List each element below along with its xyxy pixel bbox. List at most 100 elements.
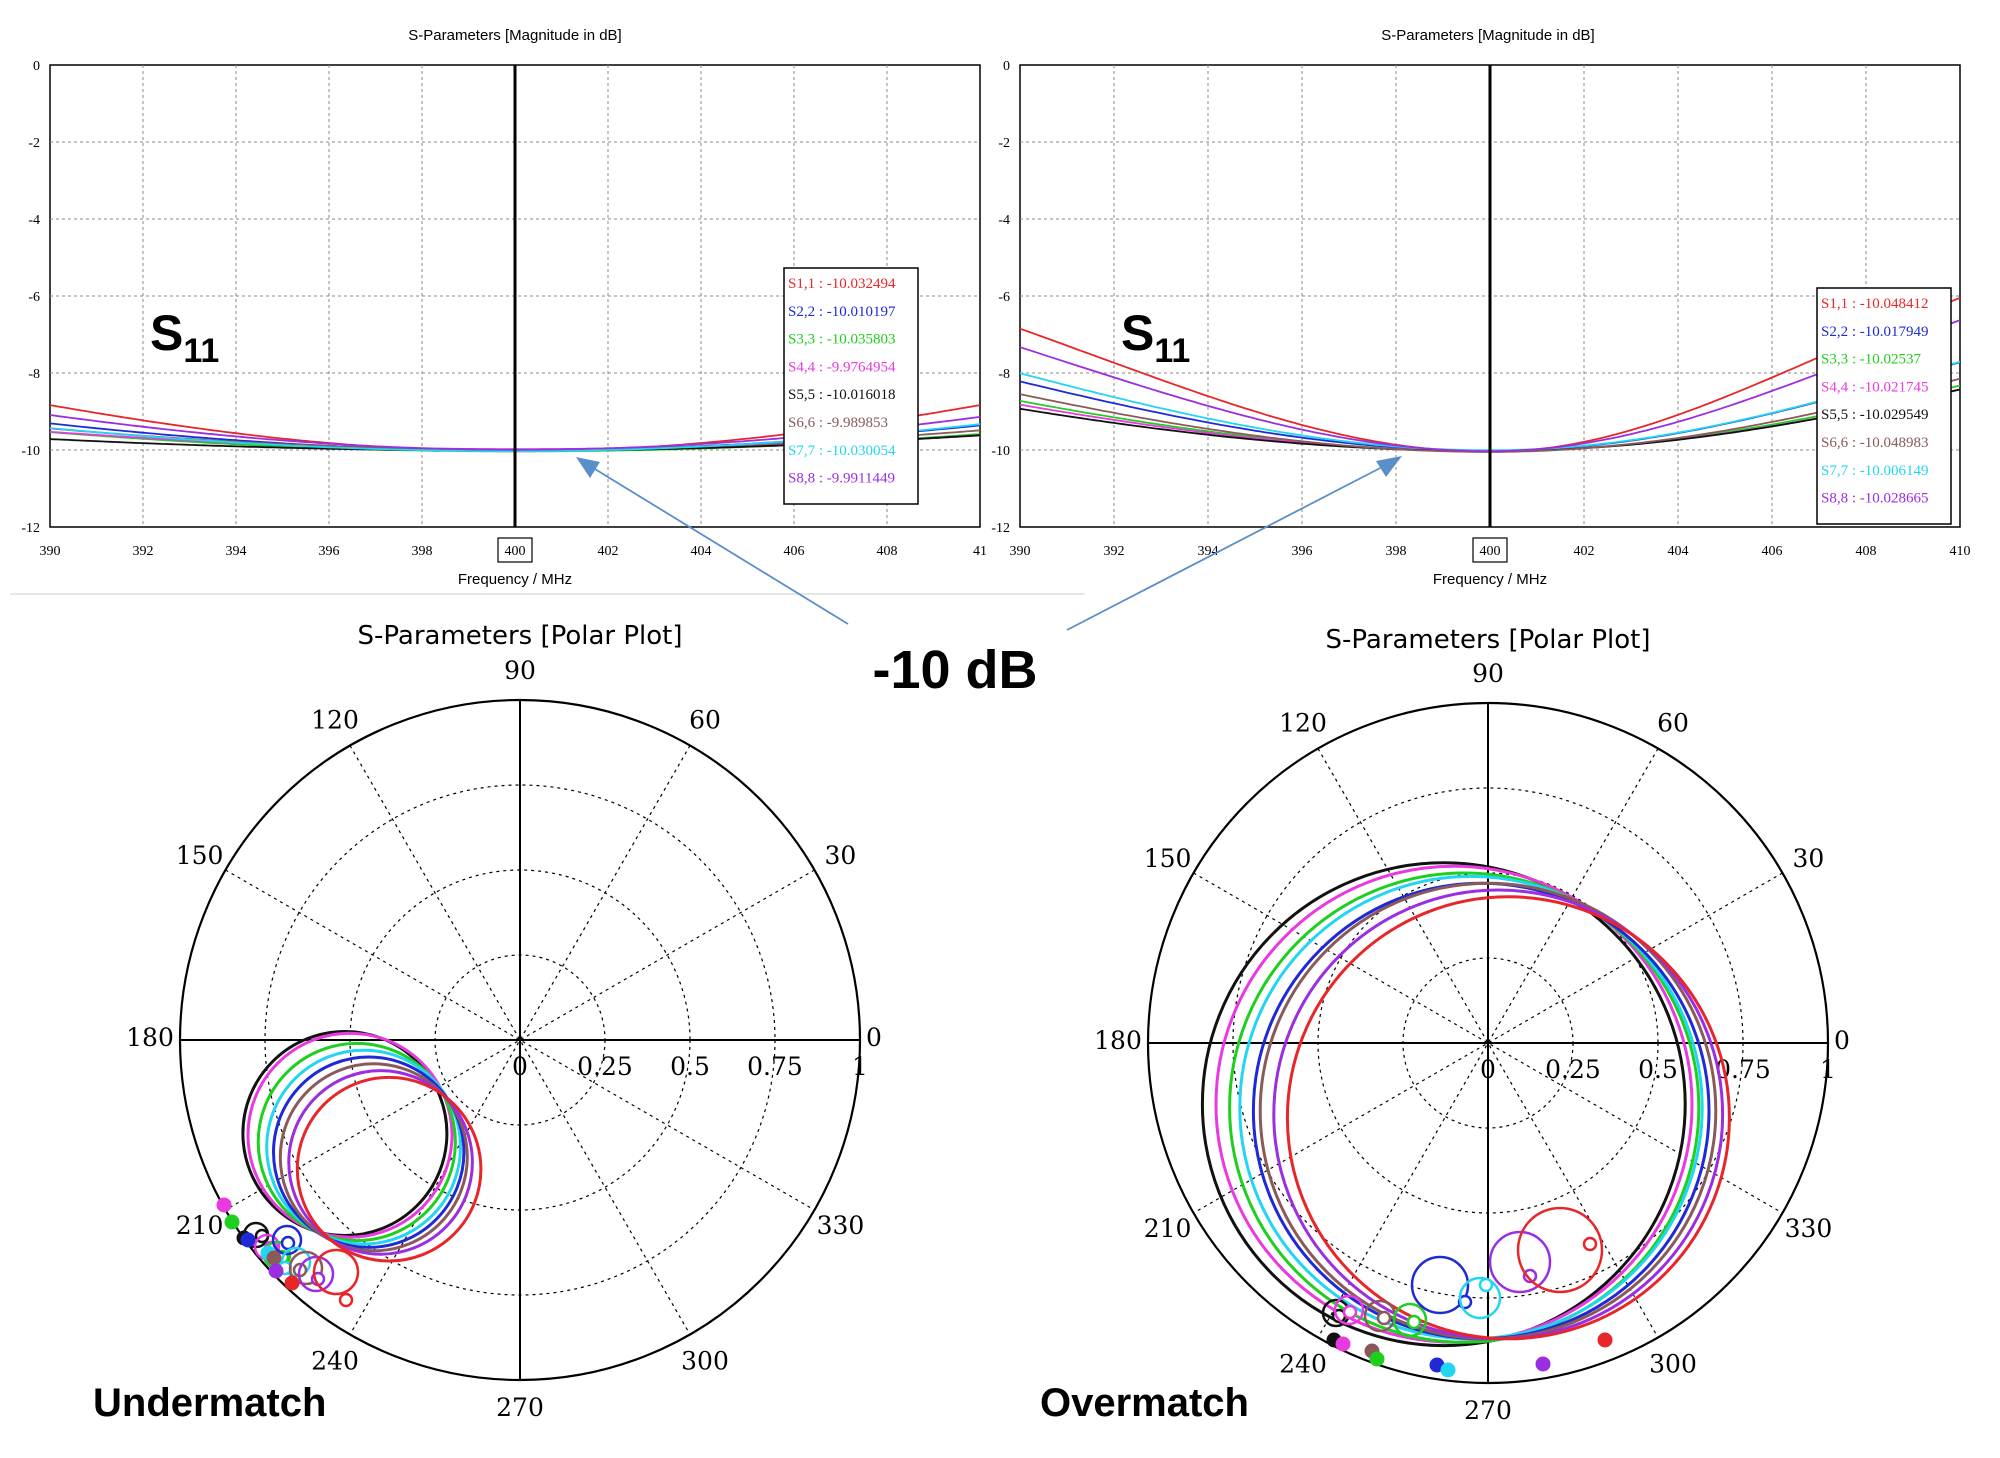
series-loop bbox=[287, 1069, 474, 1256]
y-tick-label: -2 bbox=[28, 136, 40, 151]
angle-label: 90 bbox=[1472, 659, 1504, 688]
angle-label: 300 bbox=[681, 1346, 729, 1375]
x-tick-label: 394 bbox=[226, 544, 247, 559]
x-tick-marker-box bbox=[1472, 537, 1508, 563]
y-tick-label: -12 bbox=[991, 521, 1010, 536]
y-tick-label: -6 bbox=[28, 290, 40, 305]
marker-filled bbox=[268, 1263, 284, 1279]
y-tick-label: -4 bbox=[28, 213, 40, 228]
marker-open bbox=[1522, 1268, 1538, 1284]
sub-loop bbox=[1488, 1230, 1552, 1294]
caption-label: Undermatch bbox=[93, 1381, 326, 1425]
x-tick-label: 402 bbox=[598, 544, 619, 559]
x-tick-label: 392 bbox=[1104, 544, 1125, 559]
legend: S1,1 : -10.048412 S2,2 : -10.017949 S3,3 :… bbox=[1816, 287, 1952, 525]
series-loop bbox=[295, 1075, 483, 1263]
x-tick-label: 406 bbox=[784, 544, 805, 559]
x-tick-label: 396 bbox=[319, 544, 340, 559]
radial-labels: 0 0.25 0.5 0.75 1 bbox=[512, 1052, 868, 1081]
angle-label: 270 bbox=[1464, 1396, 1512, 1425]
angle-label: 330 bbox=[1785, 1214, 1833, 1243]
radial-label: 0.75 bbox=[747, 1052, 803, 1081]
legend-entry: S1,1 : -10.032494 bbox=[788, 276, 896, 292]
legend-entry: S6,6 : -9.989853 bbox=[788, 415, 888, 431]
x-tick-label: 398 bbox=[412, 544, 433, 559]
angle-label: 240 bbox=[1279, 1349, 1327, 1378]
x-axis-label: Frequency / MHz bbox=[458, 571, 572, 588]
sub-loop bbox=[312, 1248, 360, 1296]
legend-entry: S5,5 : -10.016018 bbox=[788, 387, 896, 403]
angle-label: 210 bbox=[176, 1211, 224, 1240]
polar-plot-left: S-Parameters [Polar Plot] 0 30 60 90 120 150 1… bbox=[93, 621, 882, 1425]
angle-label: 150 bbox=[176, 841, 224, 870]
legend-entry: S4,4 : -10.021745 bbox=[1821, 379, 1929, 395]
series-loop bbox=[1285, 895, 1731, 1341]
x-tick-label: 41 bbox=[973, 544, 987, 559]
annotation-arrows bbox=[576, 456, 1402, 631]
spoke-line bbox=[225, 869, 815, 1211]
x-tick-label: 400 bbox=[1480, 544, 1501, 559]
angle-label: 240 bbox=[311, 1346, 359, 1375]
angle-label: 330 bbox=[817, 1211, 865, 1240]
y-tick-label: -10 bbox=[991, 444, 1010, 459]
marker-filled bbox=[1597, 1332, 1613, 1348]
y-tick-label: 0 bbox=[33, 59, 40, 74]
legend-entry: S2,2 : -10.017949 bbox=[1821, 324, 1929, 340]
x-tick-label: 400 bbox=[505, 544, 526, 559]
series-loop bbox=[265, 1048, 463, 1246]
sub-loop bbox=[1516, 1206, 1604, 1294]
y-tick-label: 0 bbox=[1003, 59, 1010, 74]
legend-entry: S1,1 : -10.048412 bbox=[1821, 296, 1929, 312]
spoke-line bbox=[1193, 872, 1783, 1214]
radial-label: 0.5 bbox=[670, 1052, 710, 1081]
legend-entry: S8,8 : -10.028665 bbox=[1821, 491, 1929, 507]
series-loop bbox=[1200, 861, 1687, 1348]
angle-label: 120 bbox=[1279, 709, 1327, 738]
legend-entry: S7,7 : -10.030054 bbox=[788, 443, 896, 459]
arrow-line-left bbox=[589, 465, 849, 625]
angle-label: 0 bbox=[866, 1023, 882, 1052]
x-tick-label: 410 bbox=[1950, 544, 1971, 559]
radial-label: 0.25 bbox=[577, 1052, 633, 1081]
angle-label: 30 bbox=[1793, 844, 1825, 873]
magnitude-plot-right: S-Parameters [Magnitude in dB] 0 -2 -4 -6 -8… bbox=[991, 27, 1970, 588]
marker-open bbox=[1376, 1310, 1392, 1326]
x-tick-marker-box bbox=[497, 537, 533, 563]
x-tick-label: 398 bbox=[1386, 544, 1407, 559]
marker-open bbox=[280, 1235, 296, 1251]
radial-label: 1 bbox=[852, 1052, 868, 1081]
radial-label: 1 bbox=[1820, 1055, 1836, 1084]
legend-box bbox=[783, 267, 919, 505]
angle-labels: 0 30 60 90 120 150 180 210 240 270 300 330 bbox=[1094, 659, 1850, 1425]
radial-label: 0.5 bbox=[1638, 1055, 1678, 1084]
marker-filled bbox=[266, 1250, 282, 1266]
marker-open bbox=[1582, 1236, 1598, 1252]
legend-entry: S8,8 : -9.9911449 bbox=[788, 471, 895, 487]
legend: S1,1 : -10.032494 S2,2 : -10.010197 S3,3 :… bbox=[783, 267, 919, 505]
arrow-head-left bbox=[576, 457, 600, 478]
x-tick-label: 396 bbox=[1292, 544, 1313, 559]
sub-loop bbox=[1333, 1294, 1365, 1326]
y-tick-label: -8 bbox=[28, 367, 40, 382]
chart-title: S-Parameters [Magnitude in dB] bbox=[408, 27, 621, 44]
series-loop bbox=[278, 1062, 469, 1253]
angle-label: 90 bbox=[504, 656, 536, 685]
marker-filled bbox=[1335, 1336, 1351, 1352]
legend-entry: S4,4 : -9.9764954 bbox=[788, 359, 896, 375]
x-tick-label: 402 bbox=[1574, 544, 1595, 559]
marker-open bbox=[338, 1292, 354, 1308]
x-tick-labels: 390 392 394 396 398 400 402 404 406 408 41 bbox=[40, 537, 987, 563]
sub-loop bbox=[1392, 1302, 1428, 1338]
x-tick-label: 404 bbox=[691, 544, 712, 559]
chart-title: S-Parameters [Magnitude in dB] bbox=[1381, 27, 1594, 44]
series-loop bbox=[1228, 871, 1701, 1344]
x-tick-label: 406 bbox=[1762, 544, 1783, 559]
angle-label: 0 bbox=[1834, 1026, 1850, 1055]
annotation-group: -10 dB bbox=[576, 456, 1402, 700]
marker-filled bbox=[284, 1275, 300, 1291]
marker-open bbox=[1342, 1304, 1358, 1320]
angle-label: 30 bbox=[825, 841, 857, 870]
legend-entry: S2,2 : -10.010197 bbox=[788, 304, 896, 320]
